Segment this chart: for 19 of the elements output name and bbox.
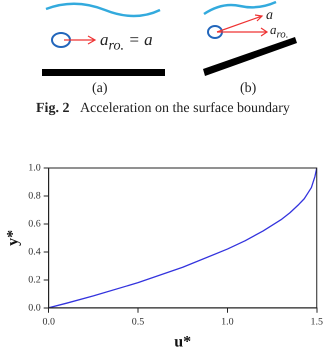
y-tick-label: 0.2 <box>28 274 41 286</box>
y-tick-label: 0.4 <box>28 246 41 258</box>
y-axis-title: y* <box>4 230 22 246</box>
text: a$_{ro.}$ = a <box>100 30 153 54</box>
x-tick-label: 0.0 <box>42 316 55 328</box>
y-tick-label: 0.6 <box>28 218 41 230</box>
text: a <box>266 8 273 24</box>
x-tick-label: 1.5 <box>310 316 323 328</box>
text: (a) <box>92 81 108 97</box>
y-tick-label: 0.8 <box>28 190 41 202</box>
x-tick-label: 0.5 <box>132 316 144 328</box>
caption: Fig. 2 <box>36 101 70 117</box>
x-tick-label: 1.0 <box>221 316 234 328</box>
x-axis-title: u* <box>174 334 192 351</box>
y-tick-label: 1.0 <box>28 162 41 174</box>
text: (b) <box>240 81 256 97</box>
text: Acceleration on the surface boundary <box>80 101 290 117</box>
y-tick-label: 0.0 <box>28 302 41 314</box>
text: a$_{ro.}$ <box>270 22 288 41</box>
